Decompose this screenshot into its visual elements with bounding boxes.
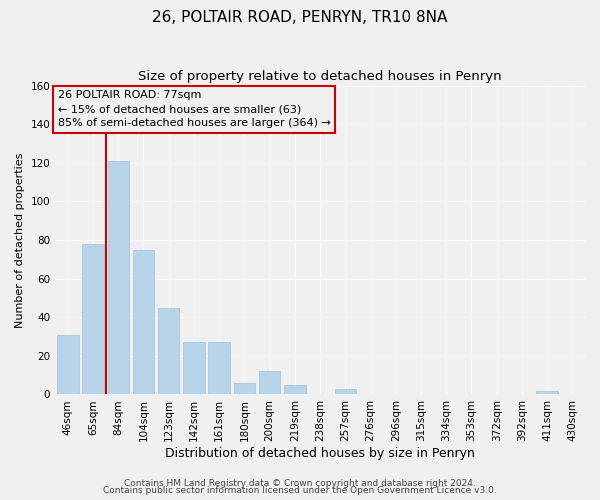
Bar	[233, 383, 255, 394]
Bar	[57, 334, 79, 394]
Text: Contains HM Land Registry data © Crown copyright and database right 2024.: Contains HM Land Registry data © Crown c…	[124, 478, 476, 488]
Bar	[183, 342, 205, 394]
Bar	[536, 390, 558, 394]
Bar	[335, 388, 356, 394]
Bar	[133, 250, 154, 394]
Bar	[107, 161, 129, 394]
Bar	[158, 308, 179, 394]
Bar	[259, 372, 280, 394]
Title: Size of property relative to detached houses in Penryn: Size of property relative to detached ho…	[138, 70, 502, 83]
Text: 26 POLTAIR ROAD: 77sqm
← 15% of detached houses are smaller (63)
85% of semi-det: 26 POLTAIR ROAD: 77sqm ← 15% of detached…	[58, 90, 331, 128]
Text: 26, POLTAIR ROAD, PENRYN, TR10 8NA: 26, POLTAIR ROAD, PENRYN, TR10 8NA	[152, 10, 448, 25]
X-axis label: Distribution of detached houses by size in Penryn: Distribution of detached houses by size …	[165, 447, 475, 460]
Text: Contains public sector information licensed under the Open Government Licence v3: Contains public sector information licen…	[103, 486, 497, 495]
Bar	[284, 385, 305, 394]
Y-axis label: Number of detached properties: Number of detached properties	[15, 152, 25, 328]
Bar	[82, 244, 104, 394]
Bar	[208, 342, 230, 394]
